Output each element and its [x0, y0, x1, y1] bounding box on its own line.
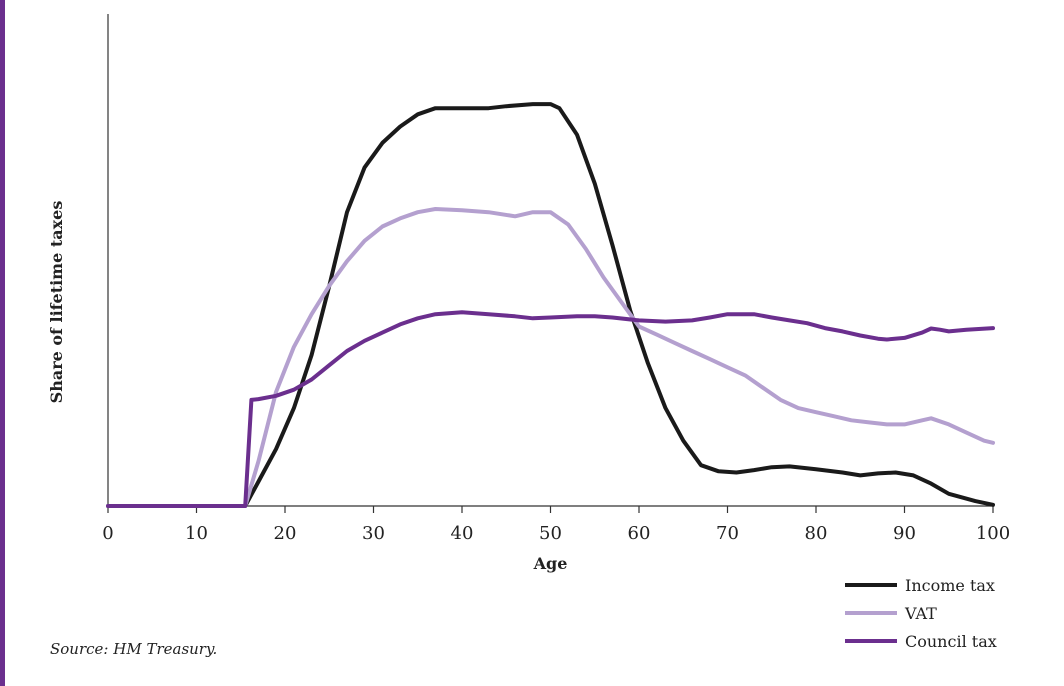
x-tick-label: 40 [451, 523, 474, 544]
legend-item: Income tax [845, 571, 997, 599]
source-note: Source: HM Treasury. [50, 640, 218, 658]
legend-item: Council tax [845, 627, 997, 655]
x-tick-label: 80 [805, 523, 828, 544]
x-tick-label: 60 [628, 523, 651, 544]
x-tick-label: 70 [716, 523, 739, 544]
legend-label: Council tax [905, 631, 997, 651]
x-tick-label: 90 [893, 523, 916, 544]
series-line-council-tax [106, 310, 995, 508]
legend-label: Income tax [905, 575, 995, 595]
series-line-income-tax [106, 102, 995, 508]
legend-label: VAT [905, 603, 937, 623]
x-tick-label: 0 [102, 523, 113, 544]
x-axis-ticks: 0 10 20 30 40 50 60 70 80 90 100 [102, 506, 1010, 544]
x-axis-label: Age [533, 554, 568, 573]
chart-legend: Income tax VAT Council tax [845, 571, 997, 655]
legend-swatch [845, 611, 897, 615]
x-tick-label: 10 [185, 523, 208, 544]
x-tick-label: 20 [274, 523, 297, 544]
chart-axes [107, 14, 993, 507]
legend-swatch [845, 639, 897, 643]
x-tick-label: 50 [539, 523, 562, 544]
y-axis-label: Share of lifetime taxes [47, 201, 66, 404]
x-tick-label: 30 [362, 523, 385, 544]
left-frame-bar [0, 0, 5, 686]
series-line-vat [106, 207, 995, 508]
legend-swatch [845, 583, 897, 587]
x-tick-label: 100 [976, 523, 1010, 544]
legend-item: VAT [845, 599, 997, 627]
series-layer [106, 102, 995, 508]
